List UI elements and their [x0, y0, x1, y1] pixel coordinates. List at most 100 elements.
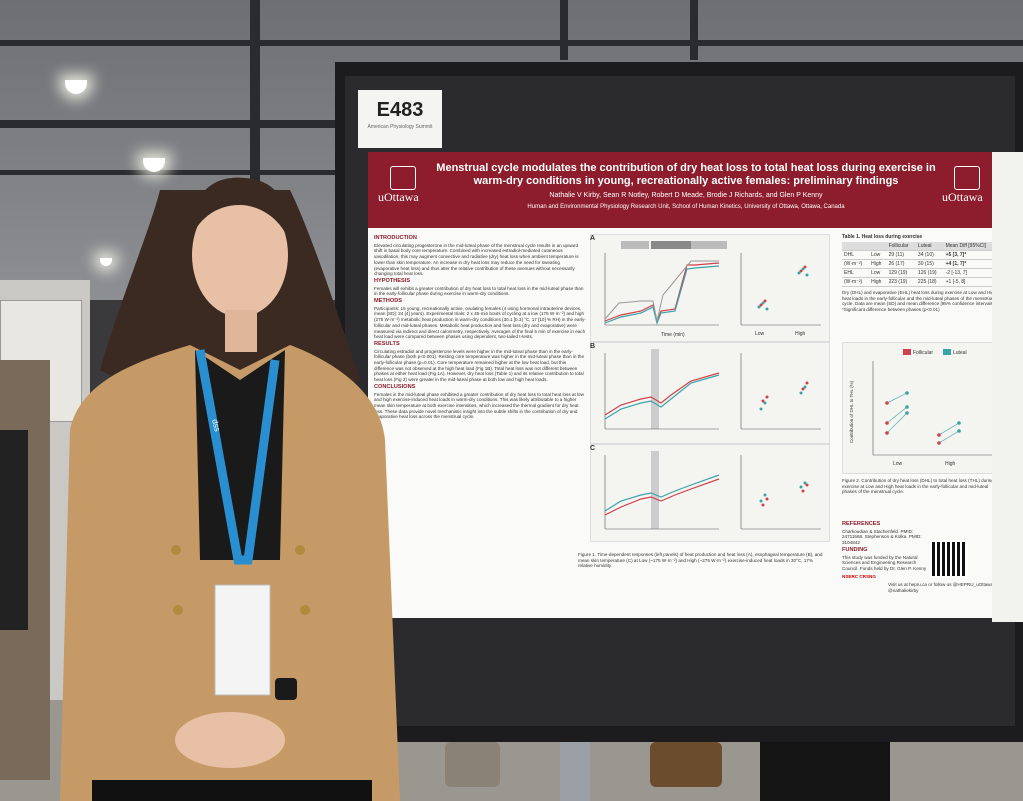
- table-cell: EHL: [842, 268, 870, 278]
- background-person-leg: [560, 742, 590, 801]
- table-cell: 126 (19): [915, 268, 944, 278]
- panel-letter: A: [590, 235, 596, 242]
- nserc-logo: NSERC CRSNG: [842, 573, 876, 579]
- table-row: EHL Low 129 (19) 126 (19) -2 [-13, 7]: [842, 268, 998, 278]
- adjacent-poster: [992, 152, 1023, 622]
- background-person-shoe: [650, 742, 722, 787]
- logo-right: uOttawa: [942, 190, 983, 204]
- figure-panel-a: A Time (min) Low High: [590, 234, 830, 342]
- qr-code-icon: [930, 540, 968, 578]
- section-heading: RESULTS: [374, 340, 400, 347]
- table-cell: +4 [1, 7]*: [943, 259, 998, 269]
- figure-1-caption: Figure 1. Time-dependent responses (left…: [578, 552, 823, 569]
- heat-loss-table: Table 1. Heat loss during exercise Folli…: [842, 234, 998, 312]
- ceiling-column: [560, 0, 568, 60]
- contact-text: Visit us at hepru.ca or follow us @HEPRU…: [888, 582, 998, 593]
- table-title: Table 1. Heat loss during exercise: [842, 234, 923, 240]
- section-text: This study was funded by the Natural Sci…: [842, 554, 927, 571]
- table-header: Mean Diff [95%CI]: [943, 242, 998, 251]
- section-text: Females in the mid-luteal phase exhibite…: [374, 391, 584, 420]
- fig2-high-tick: High: [945, 461, 956, 467]
- table-header: [842, 242, 870, 251]
- ceiling-column: [250, 0, 260, 240]
- poster-affiliation: Human and Environmental Physiology Resea…: [527, 204, 845, 210]
- legend-follicular: Follicular: [913, 350, 933, 356]
- table-note: Dry (DHL) and evaporative (EHL) heat los…: [842, 290, 997, 312]
- lanyard-text: dss: [210, 418, 222, 432]
- table-cell: 223 (19): [886, 277, 916, 287]
- table-cell: 225 (18): [915, 277, 944, 287]
- table-cell: High: [869, 259, 887, 269]
- background-person-boot: [445, 742, 500, 787]
- panel-letter: B: [590, 343, 596, 350]
- section-heading: REFERENCES: [842, 521, 881, 527]
- table-cell: Low: [869, 250, 887, 260]
- poster-authors: Nathalie V Kirby, Sean R Notley, Robert …: [549, 192, 823, 199]
- section-heading: HYPOTHESIS: [374, 277, 411, 284]
- presenter: dss: [60, 177, 400, 801]
- background-person: [0, 430, 28, 630]
- panel-a-chart: Time (min) Low High: [604, 241, 821, 338]
- table-cell: High: [869, 277, 887, 287]
- figure-panel-b: B: [590, 342, 830, 444]
- section-text: Charkoudian & Stachenfeld. PMID: 2471156…: [842, 528, 922, 546]
- background-person-leg: [760, 742, 890, 801]
- section-text: Participants: 15 young, recreationally a…: [374, 305, 586, 340]
- logo-left: uOttawa: [378, 190, 419, 204]
- section-text: Females will exhibit a greater contribut…: [374, 285, 584, 297]
- table-cell: (W·m⁻²): [842, 277, 870, 287]
- references-block: REFERENCES Charkoudian & Stachenfeld. PM…: [842, 520, 928, 581]
- ceiling-beam: [0, 120, 340, 128]
- table-cell: 29 (11): [886, 250, 916, 260]
- table-header: Luteal: [915, 242, 944, 251]
- ceiling-light: [100, 258, 112, 266]
- section-heading: INTRODUCTION: [374, 235, 417, 241]
- figure-2-caption: Figure 2. Contribution of dry heat loss …: [842, 478, 994, 495]
- ceiling-beam: [0, 40, 1023, 46]
- table-cell: (W·m⁻²): [842, 259, 870, 269]
- poster-header: uOttawa Menstrual cycle modulates the co…: [368, 152, 1004, 228]
- table-row: (W·m⁻²) High 223 (19) 225 (18) +1 [-5, 8…: [842, 277, 998, 287]
- table-cell: +5 [3, 7]*: [943, 250, 998, 260]
- time-axis-label: Time (min): [661, 332, 685, 338]
- panel-letter: C: [590, 445, 596, 452]
- table-cell: DHL: [842, 250, 870, 260]
- ceiling-column: [690, 0, 698, 60]
- booth-label: E483 American Physiology Summit: [358, 90, 442, 148]
- figure-2-panel: Follicular Luteal Low High Contribution …: [842, 342, 1000, 474]
- research-poster: uOttawa Menstrual cycle modulates the co…: [368, 152, 1004, 618]
- table-cell: 30 (15): [915, 259, 944, 269]
- booth-code: E483: [376, 99, 424, 121]
- section-heading: METHODS: [374, 298, 402, 305]
- table-cell: 34 (10): [915, 250, 944, 260]
- legend-luteal: Luteal: [953, 350, 967, 356]
- high-tick: High: [795, 331, 806, 337]
- figure-panel-c: C: [590, 444, 830, 542]
- table-cell: 26 (17): [886, 259, 916, 269]
- section-text: Elevated circulating progesterone in the…: [374, 242, 579, 277]
- table-row: (W·m⁻²) High 26 (17) 30 (15) +4 [1, 7]*: [842, 259, 998, 269]
- table-row: DHL Low 29 (11) 34 (10) +5 [3, 7]*: [842, 250, 998, 260]
- poster-title: Menstrual cycle modulates the contributi…: [436, 162, 936, 187]
- ceiling-light: [65, 80, 87, 94]
- uottawa-crest-icon: [954, 166, 980, 190]
- table-header: [869, 242, 887, 251]
- table-cell: 129 (19): [886, 268, 916, 278]
- fig2-low-tick: Low: [893, 461, 903, 467]
- fig2-ylabel: Contribution of DHL to THL (%): [849, 380, 854, 443]
- table-cell: Low: [869, 268, 887, 278]
- panel-b-chart: [604, 349, 821, 430]
- figure-2-chart: Follicular Luteal Low High Contribution …: [849, 349, 993, 467]
- section-text: Circulating estradiol and progesterone l…: [374, 348, 585, 383]
- section-heading: FUNDING: [842, 546, 868, 553]
- table-cell: -2 [-13, 7]: [943, 268, 998, 278]
- section-heading: CONCLUSIONS: [374, 383, 416, 390]
- table-cell: +1 [-5, 8]: [943, 277, 998, 287]
- ceiling-light: [143, 158, 165, 172]
- uottawa-crest-icon: [390, 166, 416, 190]
- panel-c-chart: [604, 451, 821, 530]
- low-tick: Low: [755, 331, 765, 337]
- poster-text-column: INTRODUCTION Elevated circulating proges…: [374, 234, 586, 422]
- table-header: Follicular: [886, 242, 916, 251]
- ceiling-beam: [0, 170, 340, 175]
